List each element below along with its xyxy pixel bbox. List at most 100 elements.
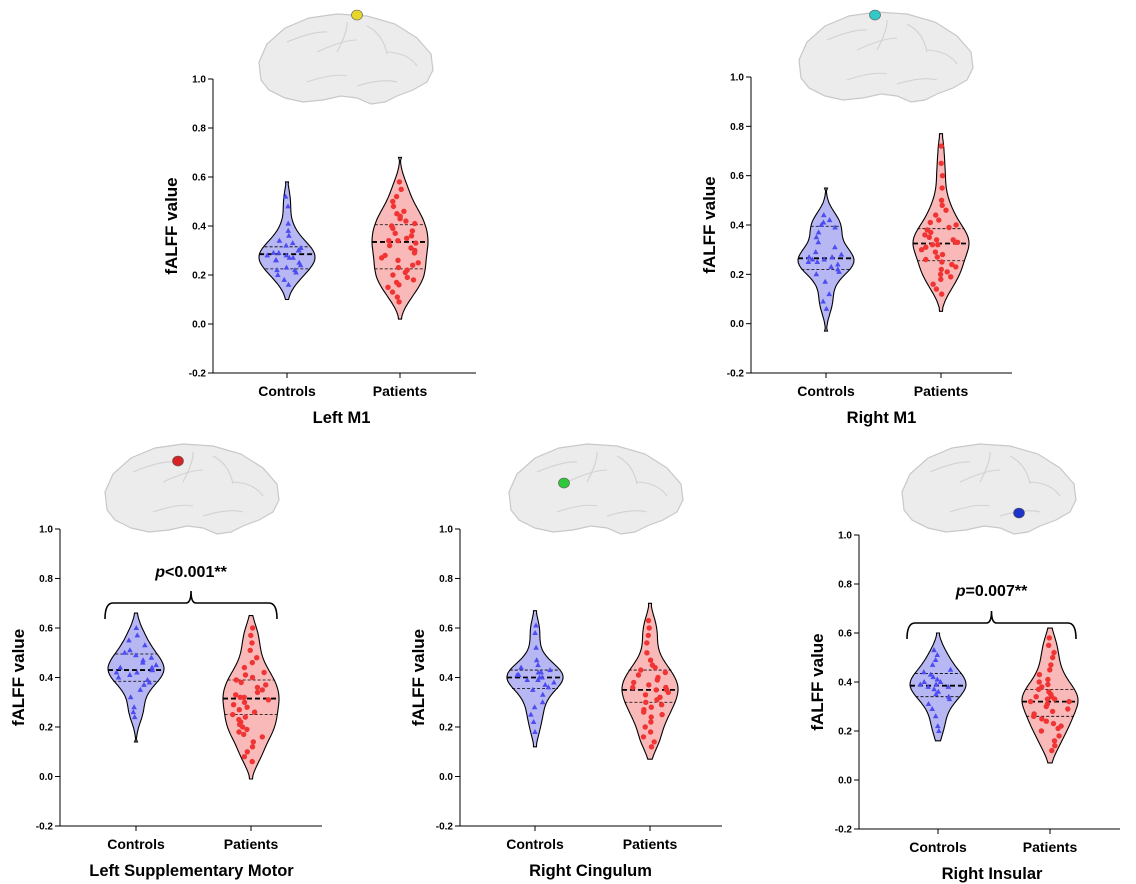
y-tick-label: 0.4 bbox=[39, 673, 53, 684]
data-point bbox=[922, 232, 928, 238]
data-point bbox=[283, 242, 289, 248]
y-tick-label: 0.6 bbox=[730, 171, 744, 182]
data-point bbox=[518, 664, 524, 670]
violin-patients bbox=[222, 615, 280, 780]
data-point bbox=[134, 669, 140, 675]
data-point bbox=[815, 239, 822, 245]
data-point bbox=[921, 669, 927, 675]
data-point bbox=[651, 739, 657, 745]
data-point bbox=[1036, 671, 1043, 678]
data-point bbox=[648, 719, 654, 725]
violin-controls bbox=[258, 181, 316, 301]
y-tick-label: 1.0 bbox=[192, 75, 206, 86]
brain-sulcus bbox=[1009, 455, 1031, 485]
data-point bbox=[392, 230, 398, 236]
data-point bbox=[408, 233, 415, 239]
brain-sulcus bbox=[926, 49, 958, 65]
data-point bbox=[410, 277, 417, 283]
brain-hemisphere bbox=[258, 13, 434, 105]
data-point bbox=[130, 709, 137, 715]
data-point bbox=[813, 271, 820, 277]
brain-sulcus bbox=[949, 504, 991, 513]
data-point bbox=[408, 245, 414, 251]
data-point bbox=[642, 692, 649, 698]
data-point bbox=[662, 669, 668, 676]
data-point bbox=[140, 659, 146, 665]
data-point bbox=[654, 697, 660, 703]
data-point bbox=[137, 686, 144, 692]
data-point bbox=[647, 657, 654, 663]
brain-sulcus bbox=[856, 37, 898, 51]
brain-sulcus bbox=[846, 72, 888, 81]
data-point bbox=[395, 264, 402, 271]
data-point bbox=[297, 262, 304, 268]
data-point bbox=[115, 674, 122, 680]
data-point bbox=[938, 197, 945, 203]
data-point bbox=[238, 679, 244, 686]
data-point bbox=[646, 682, 652, 688]
data-point bbox=[658, 702, 665, 708]
brain-sulcus bbox=[286, 31, 328, 43]
data-point bbox=[821, 212, 827, 218]
roi-marker bbox=[1013, 507, 1025, 519]
data-point bbox=[241, 754, 248, 760]
data-point bbox=[821, 256, 828, 262]
data-point bbox=[936, 728, 942, 733]
brain-sulcus bbox=[606, 510, 648, 517]
brain-sulcus bbox=[162, 469, 204, 483]
data-point bbox=[946, 224, 952, 231]
data-point bbox=[665, 689, 671, 696]
data-point bbox=[953, 264, 959, 270]
data-point bbox=[640, 734, 647, 740]
data-point bbox=[820, 298, 826, 304]
y-tick-label: 1.0 bbox=[730, 73, 744, 84]
brain-sulcus bbox=[979, 451, 991, 483]
violin-body bbox=[621, 602, 679, 760]
data-point bbox=[535, 677, 541, 682]
data-point bbox=[944, 269, 950, 275]
data-point bbox=[117, 664, 124, 670]
brain-hemisphere bbox=[508, 443, 684, 535]
data-point bbox=[937, 271, 944, 277]
chart-title: Right Insular bbox=[942, 865, 1043, 883]
data-point bbox=[932, 249, 939, 255]
data-point bbox=[1039, 716, 1045, 722]
data-point bbox=[533, 644, 539, 650]
data-point bbox=[411, 250, 418, 256]
data-point bbox=[929, 242, 936, 248]
data-point bbox=[832, 224, 838, 230]
brain-sulcus bbox=[586, 451, 598, 483]
data-point bbox=[1049, 708, 1056, 715]
data-point bbox=[926, 234, 932, 240]
data-point bbox=[1065, 706, 1071, 712]
data-point bbox=[281, 276, 287, 282]
data-point bbox=[249, 674, 256, 681]
brain-illustration bbox=[258, 9, 434, 105]
violin-body bbox=[222, 615, 280, 780]
data-point bbox=[127, 647, 133, 653]
brain-sulcus bbox=[212, 455, 234, 485]
data-point bbox=[241, 731, 247, 738]
data-point bbox=[820, 219, 827, 225]
p-symbol: p bbox=[955, 583, 966, 600]
brain-sulcus bbox=[386, 51, 418, 67]
data-point bbox=[929, 706, 935, 711]
y-tick-label: 1.0 bbox=[838, 531, 852, 542]
x-tick-label: Patients bbox=[1023, 839, 1078, 855]
data-point bbox=[943, 207, 949, 213]
p-value: <0.001** bbox=[165, 564, 228, 581]
y-axis-label: fALFF value bbox=[808, 633, 827, 730]
y-tick-label: 1.0 bbox=[439, 525, 453, 536]
data-point bbox=[806, 254, 812, 260]
data-point bbox=[1036, 686, 1042, 692]
brain-sulcus bbox=[906, 23, 928, 53]
data-point bbox=[289, 240, 296, 246]
data-point bbox=[146, 679, 153, 685]
significance-bracket bbox=[906, 610, 1077, 640]
data-point bbox=[254, 655, 260, 661]
data-point bbox=[131, 714, 138, 720]
brain-sulcus bbox=[536, 461, 578, 473]
data-point bbox=[264, 252, 270, 258]
data-point bbox=[1051, 649, 1057, 656]
data-point bbox=[930, 674, 936, 680]
